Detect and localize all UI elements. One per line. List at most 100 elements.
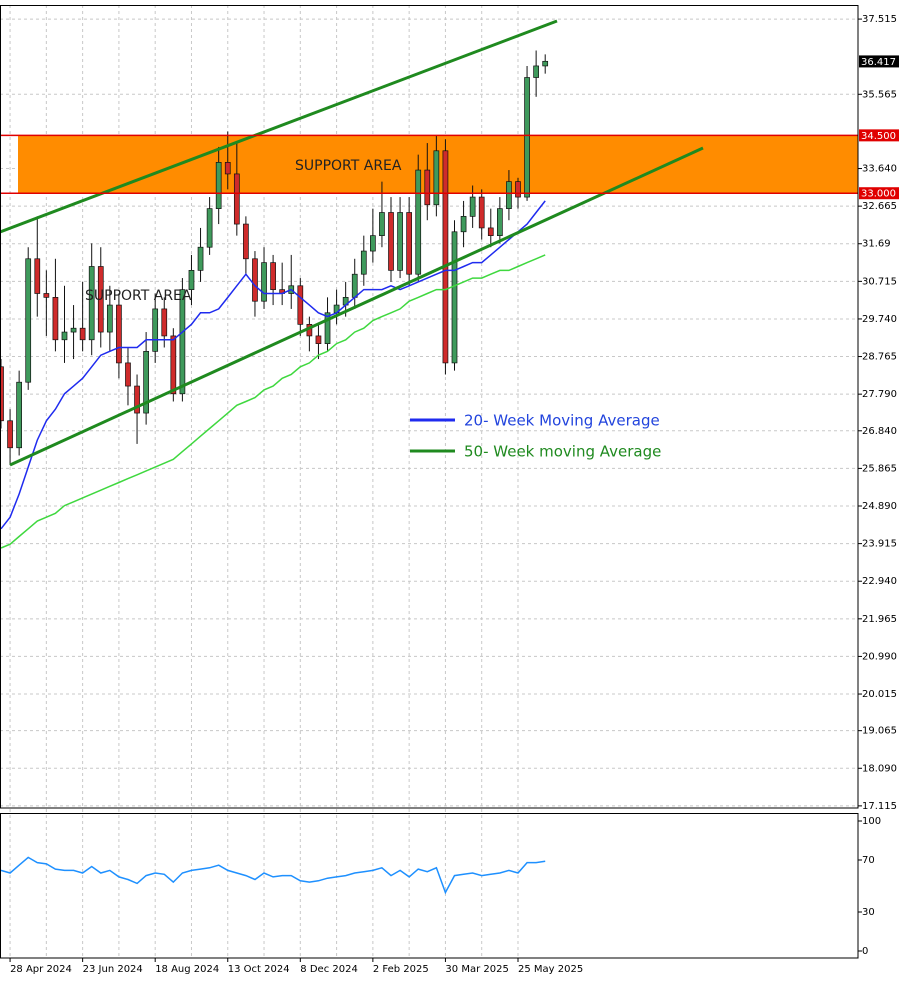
candle-body — [397, 212, 403, 271]
last-price-label: 36.417 — [861, 57, 896, 68]
level-label: 33.000 — [861, 189, 896, 200]
y-tick-label: 21.965 — [862, 614, 897, 625]
level-label: 34.500 — [861, 131, 896, 142]
candle-body — [424, 169, 431, 206]
y-tick-label: 30 — [862, 907, 875, 918]
candle-body — [388, 212, 394, 271]
candle-body — [52, 297, 59, 341]
level-box — [859, 129, 899, 142]
candle-body — [270, 262, 276, 290]
candle-body — [442, 150, 449, 364]
candle-body — [16, 381, 22, 449]
y-tick-label: 33.640 — [862, 164, 897, 175]
trendline — [0, 19, 558, 234]
line-series — [0, 856, 546, 895]
candle-body — [487, 227, 494, 236]
trendlines — [0, 19, 704, 467]
candle-body — [379, 212, 385, 236]
y-tick-label: 19.065 — [862, 726, 897, 737]
x-tick-label: 18 Aug 2024 — [155, 964, 219, 975]
y-tick-label: 0 — [862, 946, 868, 957]
x-tick-label: 8 Dec 2024 — [300, 964, 358, 975]
candle-body — [61, 331, 68, 341]
candle-body — [351, 273, 358, 298]
annotation: SUPPORT AREA — [85, 288, 192, 304]
level-box — [859, 187, 899, 200]
legend-label: 20- Week Moving Average — [464, 412, 660, 430]
candle-body — [478, 196, 485, 229]
x-tick-label: 30 Mar 2025 — [445, 964, 508, 975]
y-tick-label: 17.115 — [862, 801, 897, 812]
candle-body — [88, 266, 95, 341]
x-tick-label: 23 Jun 2024 — [83, 964, 143, 975]
candle-body — [97, 266, 104, 333]
candle-body — [497, 208, 503, 236]
y-tick-label: 20.015 — [862, 689, 897, 700]
candle-body — [161, 308, 168, 337]
candle-body — [297, 285, 304, 325]
candle-body — [79, 327, 86, 341]
candle-body — [197, 246, 204, 271]
candle-body — [215, 162, 222, 209]
y-tick-label: 20.990 — [862, 651, 897, 662]
candle-body — [542, 60, 549, 67]
y-tick-label: 27.790 — [862, 389, 897, 400]
candle-body — [224, 162, 231, 175]
candle-body — [70, 327, 77, 333]
annotation: SUPPORT AREA — [295, 158, 402, 174]
candle-body — [324, 312, 331, 344]
candle-body — [116, 304, 122, 364]
y-tick-label: 24.890 — [862, 501, 897, 512]
candle-body — [7, 420, 13, 449]
trendline — [9, 146, 704, 467]
candle-body — [143, 350, 149, 414]
legend-label: 50- Week moving Average — [464, 443, 661, 461]
candle-body — [360, 250, 367, 275]
candle-body — [34, 258, 41, 294]
candle-body — [43, 293, 50, 298]
y-tick-label: 30.715 — [862, 276, 897, 287]
candle-body — [179, 289, 186, 395]
rsi-panel-frame — [0, 813, 859, 959]
y-tick-label: 100 — [862, 816, 881, 827]
y-tick-label: 25.865 — [862, 463, 897, 474]
candle-body — [261, 262, 267, 302]
candle-body — [524, 77, 530, 198]
candle-body — [125, 362, 131, 387]
candle-body — [134, 385, 140, 414]
y-tick-label: 23.915 — [862, 539, 897, 550]
candle-body — [243, 223, 249, 260]
candle-body — [370, 235, 376, 252]
candle-body — [315, 335, 322, 344]
x-tick-label: 13 Oct 2024 — [228, 964, 290, 975]
marks-layer — [0, 50, 549, 895]
candle-body — [233, 173, 240, 225]
candle-body — [406, 212, 412, 275]
candle-body — [533, 65, 539, 78]
last-price-box — [859, 55, 899, 68]
y-tick-label: 37.515 — [862, 14, 897, 25]
candle-body — [152, 308, 159, 352]
labels-layer: 37.515 35.565 33.640 32.665 31.69 30.715 29.74… — [0, 14, 899, 975]
candle-body — [469, 196, 476, 217]
candle-body — [25, 258, 32, 383]
candle-body — [433, 150, 440, 206]
y-tick-label: 22.940 — [862, 576, 897, 587]
line-series — [0, 200, 546, 530]
candle-body — [188, 270, 195, 290]
candle-body — [170, 335, 177, 395]
candle-body — [460, 216, 467, 233]
y-tick-label: 28.765 — [862, 352, 897, 363]
candle-body — [252, 258, 258, 302]
y-tick-label: 29.740 — [862, 314, 897, 325]
candle-body — [106, 304, 113, 333]
candle-body — [515, 181, 521, 198]
x-tick-label: 25 May 2025 — [518, 964, 583, 975]
line-series — [0, 254, 546, 549]
y-tick-label: 18.090 — [862, 763, 897, 774]
candle-body — [451, 231, 458, 364]
candle-body — [206, 208, 213, 248]
y-tick-label: 26.840 — [862, 426, 897, 437]
x-tick-label: 28 Apr 2024 — [10, 964, 72, 975]
y-tick-label: 70 — [862, 855, 875, 866]
